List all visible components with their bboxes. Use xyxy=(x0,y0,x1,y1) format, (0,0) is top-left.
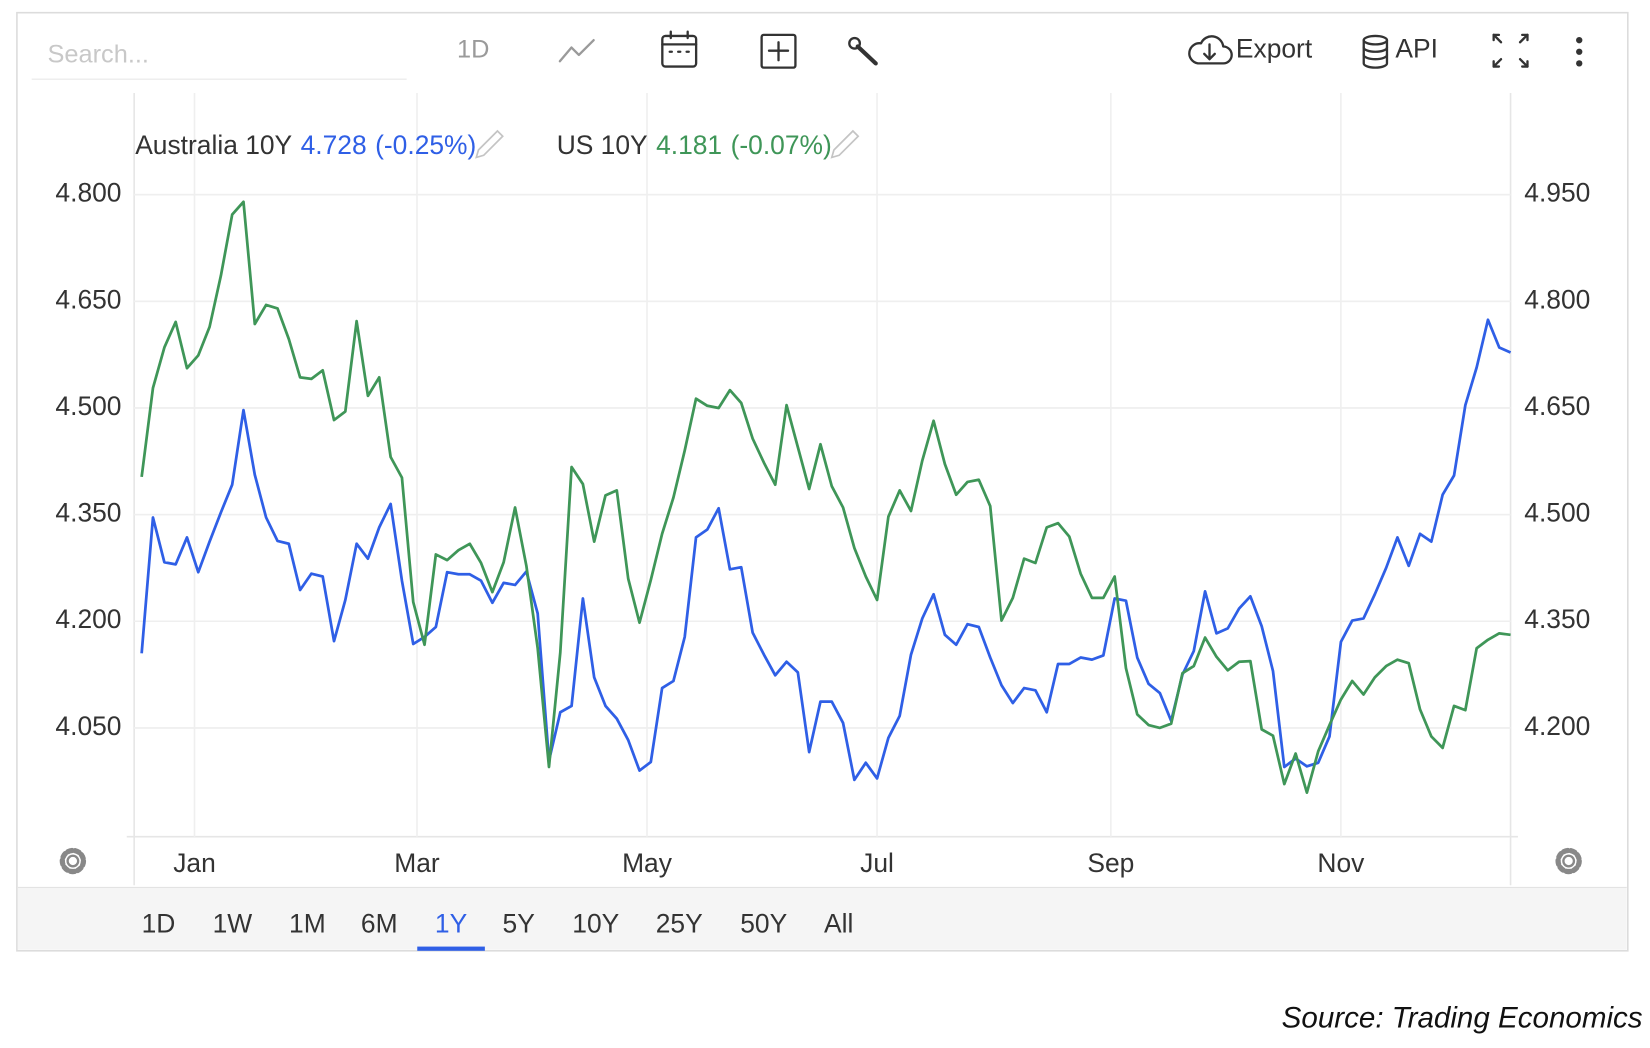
legend-last-value: 4.181 xyxy=(656,130,722,160)
series-line xyxy=(140,318,1512,782)
x-tick-label: Mar xyxy=(394,848,440,878)
x-tick-label: May xyxy=(622,848,673,878)
range-button[interactable]: 1Y xyxy=(435,908,468,938)
x-tick-label: Jul xyxy=(860,848,894,878)
range-bar xyxy=(17,887,1627,950)
y2-tick-label: 4.350 xyxy=(1524,604,1590,634)
range-button[interactable]: 1M xyxy=(289,908,326,938)
menu-icon[interactable] xyxy=(1576,36,1583,67)
range-selected-underline xyxy=(417,946,485,951)
series-line xyxy=(140,200,1511,795)
y-tick-label: 4.500 xyxy=(55,391,121,421)
toolbar: Search... 1D Export API xyxy=(31,30,1583,81)
right-settings-icon[interactable] xyxy=(1555,847,1582,875)
fullscreen-icon[interactable] xyxy=(1492,33,1529,68)
legend-last-value: 4.728 xyxy=(301,130,367,160)
range-button[interactable]: 1D xyxy=(142,908,176,938)
legend: Australia 10Y 4.728 (-0.25%) US 10Y 4.181 (-0… xyxy=(135,129,860,160)
widget-frame xyxy=(16,11,1629,952)
range-button[interactable]: 1W xyxy=(213,908,253,938)
legend-entry: Australia 10Y 4.728 (-0.25%) xyxy=(135,130,476,160)
legend-change: (-0.25%) xyxy=(375,130,476,160)
interval-button[interactable]: 1D xyxy=(457,35,489,63)
legend-change: (-0.07%) xyxy=(731,130,832,160)
x-tick-label: Nov xyxy=(1317,848,1365,878)
range-selector: 1D 1W 1M 6M 1Y 5Y 10Y 25Y 50Y All xyxy=(142,908,853,951)
left-settings-icon[interactable] xyxy=(59,847,87,875)
api-button[interactable]: API xyxy=(1395,34,1438,64)
search-box[interactable]: Search... xyxy=(48,41,149,69)
legend-name: Australia 10Y xyxy=(135,130,292,160)
add-indicator-icon[interactable] xyxy=(760,33,797,69)
export-button[interactable]: Export xyxy=(1236,34,1313,64)
y2-tick-label: 4.950 xyxy=(1524,178,1590,208)
range-button[interactable]: 6M xyxy=(361,908,398,938)
y2-tick-label: 4.500 xyxy=(1524,498,1590,528)
legend-edit-icon[interactable] xyxy=(830,129,860,159)
calendar-icon[interactable] xyxy=(661,30,698,68)
y2-tick-label: 4.800 xyxy=(1524,284,1590,314)
legend-edit-icon[interactable] xyxy=(475,129,504,159)
range-button[interactable]: 10Y xyxy=(572,908,619,938)
range-button[interactable]: 25Y xyxy=(656,908,703,938)
x-tick-label: Sep xyxy=(1087,848,1134,878)
legend-entry: US 10Y 4.181 (-0.07%) xyxy=(557,130,832,160)
legend-name: US 10Y xyxy=(557,130,648,160)
y-tick-label: 4.350 xyxy=(55,498,121,528)
y2-tick-label: 4.650 xyxy=(1524,391,1590,421)
axis-labels: Jan Mar May Jul Sep Nov 4.050 4.200 4.350 4.500 4.… xyxy=(55,178,1590,879)
y2-tick-label: 4.200 xyxy=(1524,711,1590,741)
y-tick-label: 4.050 xyxy=(55,711,121,741)
export-icon[interactable] xyxy=(1188,35,1233,65)
x-tick-label: Jan xyxy=(173,848,216,878)
y-tick-label: 4.200 xyxy=(55,604,121,634)
api-icon[interactable] xyxy=(1362,34,1389,69)
tools-icon[interactable] xyxy=(848,36,878,66)
range-button[interactable]: 50Y xyxy=(740,908,787,938)
y-tick-label: 4.650 xyxy=(55,284,121,314)
range-button[interactable]: 5Y xyxy=(503,908,536,938)
range-button[interactable]: All xyxy=(824,908,853,938)
y-tick-label: 4.800 xyxy=(55,178,121,208)
source-note: Source: Trading Economics xyxy=(1282,1001,1643,1034)
plot-lines xyxy=(140,200,1512,795)
chart-type-icon[interactable] xyxy=(558,38,595,63)
grid xyxy=(134,92,1511,837)
